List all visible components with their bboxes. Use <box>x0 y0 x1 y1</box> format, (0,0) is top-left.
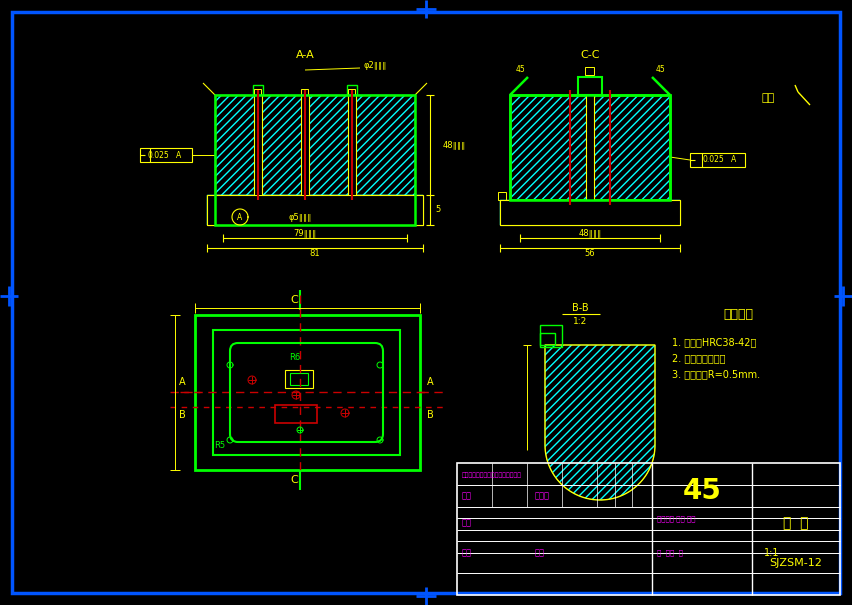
Text: 标记处数分区更改文件号签名年月日: 标记处数分区更改文件号签名年月日 <box>462 473 522 478</box>
PathPatch shape <box>207 195 423 225</box>
Bar <box>285 370 313 388</box>
Bar <box>254 95 262 195</box>
Text: A: A <box>731 155 737 165</box>
Text: 81: 81 <box>309 249 320 258</box>
Bar <box>348 89 355 95</box>
Bar <box>510 95 670 200</box>
Bar <box>195 315 420 470</box>
Bar <box>585 67 594 75</box>
Bar <box>213 330 400 455</box>
Bar <box>215 95 415 225</box>
Text: B-B: B-B <box>572 303 589 313</box>
Text: 1:2: 1:2 <box>573 316 587 325</box>
Bar <box>290 373 308 385</box>
Bar <box>140 148 192 162</box>
Text: 56: 56 <box>584 249 596 258</box>
Text: 1. 热处理HRC38-42；: 1. 热处理HRC38-42； <box>672 337 757 347</box>
Bar <box>275 405 317 423</box>
PathPatch shape <box>215 95 415 195</box>
Text: 0.025: 0.025 <box>147 151 169 160</box>
Bar <box>301 95 309 195</box>
Text: R5: R5 <box>215 440 226 450</box>
Text: B: B <box>179 410 186 420</box>
Text: 48∥∥∥: 48∥∥∥ <box>579 229 602 238</box>
Text: 48∥∥∥: 48∥∥∥ <box>443 140 466 149</box>
Text: A: A <box>238 212 243 221</box>
Text: A: A <box>427 377 434 387</box>
PathPatch shape <box>510 95 670 200</box>
PathPatch shape <box>500 200 680 225</box>
Bar <box>253 85 263 95</box>
PathPatch shape <box>545 345 655 500</box>
Text: 共  张第  张: 共 张第 张 <box>657 550 683 557</box>
Text: A-A: A-A <box>296 50 314 60</box>
Text: R6: R6 <box>290 353 301 362</box>
Bar <box>457 463 840 595</box>
Bar <box>586 95 594 200</box>
Text: 0.025: 0.025 <box>702 155 724 165</box>
Bar <box>347 85 357 95</box>
Text: 5: 5 <box>435 206 440 215</box>
Text: 1:1: 1:1 <box>764 548 780 558</box>
Text: 设计: 设计 <box>462 491 472 500</box>
Bar <box>540 325 562 347</box>
Bar <box>498 192 506 200</box>
Text: 其余: 其余 <box>762 93 774 103</box>
Text: 45: 45 <box>515 65 525 74</box>
Text: B: B <box>427 410 434 420</box>
Bar <box>301 89 308 95</box>
Text: 审核: 审核 <box>462 518 472 528</box>
Bar <box>690 153 745 167</box>
Text: φ2∥∥∥: φ2∥∥∥ <box>363 60 387 70</box>
Text: C: C <box>291 295 298 305</box>
Text: 2. 锐角去毛倒角；: 2. 锐角去毛倒角； <box>672 353 726 363</box>
Bar <box>207 195 423 225</box>
Bar <box>540 333 555 345</box>
Text: 79∥∥∥: 79∥∥∥ <box>293 229 317 238</box>
Bar <box>254 89 261 95</box>
Bar <box>500 200 680 225</box>
Text: A: A <box>176 151 181 160</box>
Text: 批准: 批准 <box>535 549 545 557</box>
Text: 3. 未注圆角R=0.5mm.: 3. 未注圆角R=0.5mm. <box>672 369 760 379</box>
Text: 技术要求: 技术要求 <box>723 309 753 321</box>
Text: 45: 45 <box>682 477 722 505</box>
Text: 标准化: 标准化 <box>535 491 550 500</box>
Text: 阶段标记 重量 比例: 阶段标记 重量 比例 <box>657 515 695 522</box>
Text: C-C: C-C <box>580 50 600 60</box>
Text: 型  芯: 型 芯 <box>783 516 809 530</box>
Text: C: C <box>291 475 298 485</box>
Text: A: A <box>179 377 186 387</box>
Text: 45: 45 <box>655 65 665 74</box>
Text: φ5∥∥∥: φ5∥∥∥ <box>288 212 312 221</box>
Text: SJZSM-12: SJZSM-12 <box>769 558 822 568</box>
Text: 工艺: 工艺 <box>462 549 472 557</box>
Bar <box>348 95 356 195</box>
Bar <box>578 77 602 95</box>
